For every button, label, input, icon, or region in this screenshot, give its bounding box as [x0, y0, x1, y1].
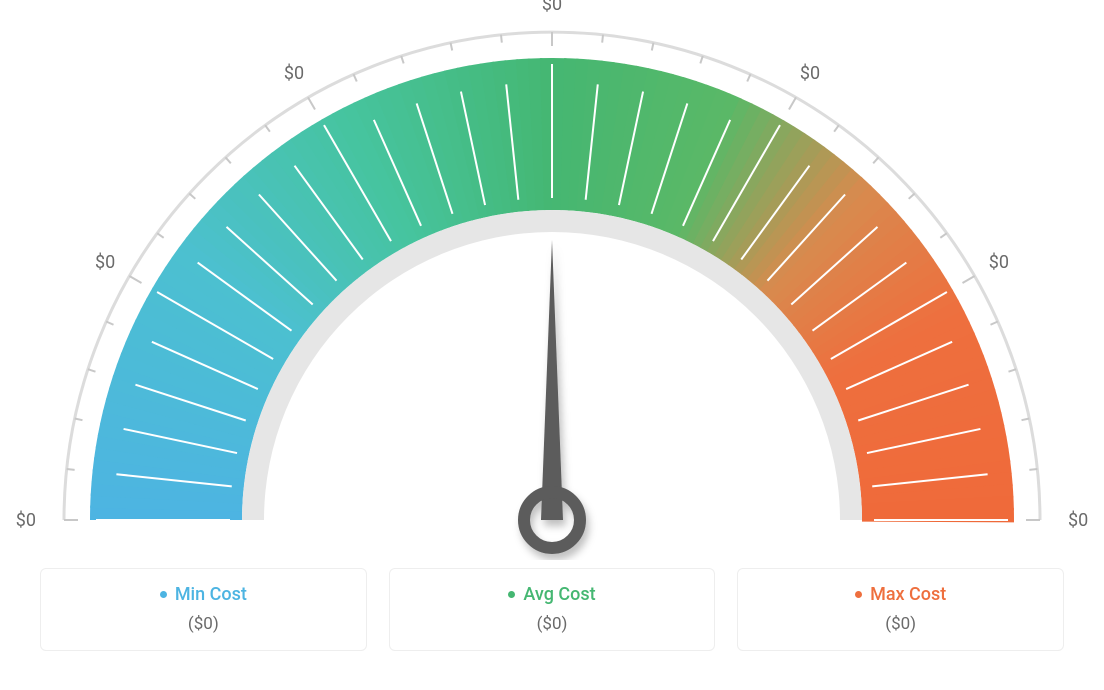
legend-card-min: Min Cost ($0): [40, 568, 367, 651]
legend-value-min: ($0): [51, 614, 356, 634]
gauge-tick-label: $0: [542, 0, 562, 15]
gauge-tick-label: $0: [284, 63, 304, 84]
gauge-tick-label: $0: [800, 63, 820, 84]
gauge-chart: $0 $0 $0 $0 $0 $0 $0: [0, 0, 1104, 560]
dot-icon: [160, 591, 167, 598]
gauge-tick-label: $0: [95, 252, 115, 273]
gauge-tick-label: $0: [16, 510, 36, 531]
dot-icon: [855, 591, 862, 598]
legend-label: Min Cost: [175, 586, 247, 604]
gauge-needle: [524, 240, 580, 548]
legend-title-max: Max Cost: [855, 586, 946, 604]
legend-value-avg: ($0): [400, 614, 705, 634]
legend-title-avg: Avg Cost: [508, 586, 595, 604]
legend-value-max: ($0): [748, 614, 1053, 634]
legend-card-avg: Avg Cost ($0): [389, 568, 716, 651]
gauge-tick-label: $0: [1068, 510, 1088, 531]
legend-row: Min Cost ($0) Avg Cost ($0) Max Cost ($0…: [0, 568, 1104, 651]
legend-card-max: Max Cost ($0): [737, 568, 1064, 651]
gauge-tick-label: $0: [989, 252, 1009, 273]
legend-title-min: Min Cost: [160, 586, 247, 604]
legend-label: Avg Cost: [523, 586, 595, 604]
dot-icon: [508, 591, 515, 598]
gauge-svg: $0 $0 $0 $0 $0 $0 $0: [0, 0, 1104, 560]
legend-label: Max Cost: [870, 586, 946, 604]
